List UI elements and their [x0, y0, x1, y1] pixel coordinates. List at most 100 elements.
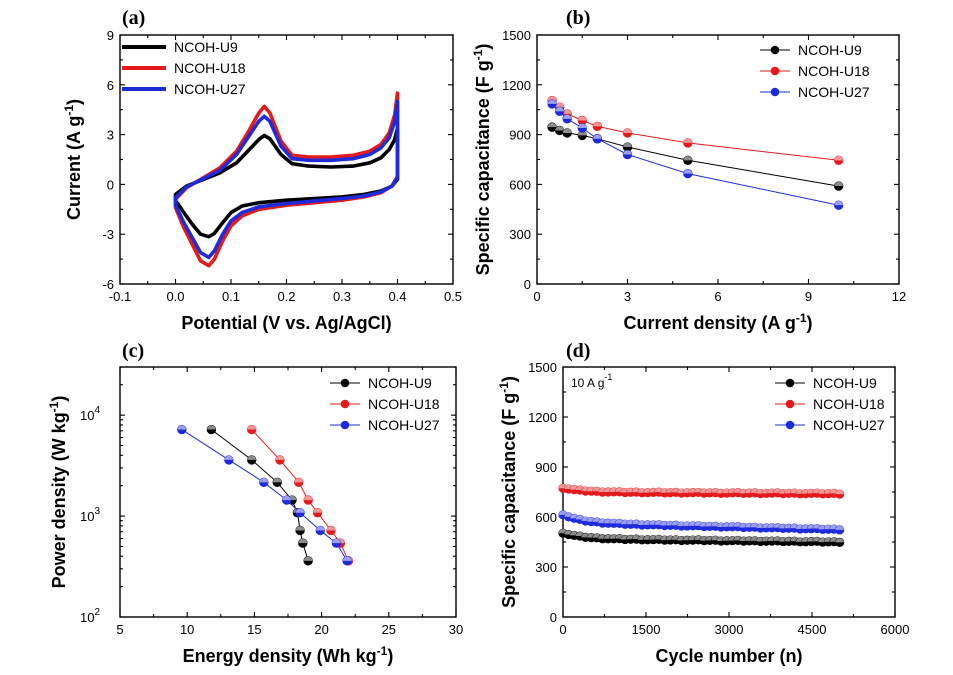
x-tick-label: 0.0	[166, 289, 184, 304]
data-point-highlight	[275, 455, 285, 460]
data-point-highlight	[295, 526, 305, 531]
cv-curve	[173, 99, 400, 260]
data-point-highlight	[332, 538, 341, 544]
data-point-highlight	[294, 478, 304, 483]
legend: NCOH-U9 NCOH-U18 NCOH-U27	[760, 42, 870, 100]
legend-entry: NCOH-U9	[760, 42, 862, 58]
y-axis-label: Specific capacitance (F g-1)	[497, 376, 519, 608]
data-point-highlight	[835, 525, 844, 530]
legend-label: NCOH-U9	[813, 375, 877, 391]
series-NCOH-U27	[558, 510, 845, 535]
legend-entry: NCOH-U18	[122, 60, 246, 76]
x-tick-label: 12	[892, 289, 906, 304]
data-point-highlight	[315, 526, 325, 531]
data-point-highlight	[834, 200, 843, 206]
legend-label: NCOH-U9	[368, 375, 432, 391]
data-point-highlight	[683, 169, 693, 174]
panel-label: (b)	[566, 7, 590, 29]
x-tick-label: 0.5	[444, 289, 462, 304]
x-tick-label: 15	[247, 622, 261, 637]
y-tick-label: 1200	[528, 410, 557, 425]
legend: NCOH-U9 NCOH-U18 NCOH-U27	[122, 39, 246, 97]
legend-label: NCOH-U9	[798, 42, 862, 58]
legend-label: NCOH-U27	[813, 417, 885, 433]
legend-entry: NCOH-U9	[330, 375, 432, 391]
legend-label: NCOH-U27	[368, 417, 440, 433]
x-tick-label: 5	[116, 622, 123, 637]
y-tick-label: 1200	[502, 78, 531, 93]
data-point-highlight	[282, 495, 291, 501]
y-tick-label: 900	[509, 128, 531, 143]
y-tick-label: 600	[535, 510, 557, 525]
data-point-highlight	[834, 156, 843, 161]
data-point-highlight	[555, 126, 564, 131]
data-point-highlight	[562, 109, 572, 114]
data-point-highlight	[562, 128, 572, 133]
data-point-highlight	[623, 150, 632, 155]
legend-entry: NCOH-U9	[122, 39, 238, 55]
data-point-highlight	[342, 556, 352, 561]
data-point-highlight	[298, 538, 308, 544]
data-point-highlight	[272, 478, 282, 483]
legend-label: NCOH-U18	[798, 63, 870, 79]
x-tick-label: 4500	[798, 622, 827, 637]
data-point-highlight	[623, 128, 632, 133]
data-point-highlight	[558, 510, 568, 515]
legend-label: NCOH-U18	[174, 60, 246, 76]
legend-label: NCOH-U18	[368, 396, 440, 412]
y-tick-label: 0	[524, 277, 531, 292]
x-tick-label: 1500	[632, 622, 661, 637]
legend-label: NCOH-U27	[798, 84, 870, 100]
y-tick-label: 3	[107, 128, 114, 143]
data-point-highlight	[303, 495, 313, 501]
data-point-highlight	[555, 107, 564, 112]
y-axis-label: Current (A g-1)	[62, 99, 84, 220]
x-tick-label: -0.1	[109, 289, 131, 304]
legend-label: NCOH-U9	[174, 39, 238, 55]
data-point-highlight	[555, 102, 564, 108]
data-point-highlight	[207, 425, 216, 430]
data-point-highlight	[326, 526, 336, 531]
y-axis-label: Specific capacitance (F g-1)	[471, 44, 493, 276]
annotation: 10 A g-1	[571, 372, 612, 390]
legend-entry: NCOH-U27	[330, 417, 440, 433]
x-axis-label: Energy density (Wh kg-1)	[183, 644, 394, 666]
panel-d: (d) 0 1500 3000 4500 6000 0 300 600 900 1200 1500 Cy…	[497, 340, 909, 666]
y-tick-label: 0	[550, 610, 557, 625]
legend: NCOH-U9 NCOH-U18 NCOH-U27	[330, 375, 440, 433]
x-tick-label: 30	[449, 622, 463, 637]
data-point-highlight	[247, 455, 257, 460]
legend-swatch-marker	[785, 399, 795, 409]
series-NCOH-U27	[547, 99, 844, 210]
data-point-highlight	[834, 181, 843, 187]
y-tick-label: 104	[80, 405, 100, 423]
data-point-highlight	[593, 121, 602, 127]
legend-label: NCOH-U27	[174, 81, 246, 97]
y-tick-label: 103	[80, 506, 100, 524]
legend-entry: NCOH-U9	[775, 375, 877, 391]
legend-entry: NCOH-U18	[760, 63, 870, 79]
series-NCOH-U9	[173, 126, 400, 239]
data-point-highlight	[577, 123, 587, 128]
legend-swatch-marker	[340, 399, 350, 409]
legend-entry: NCOH-U18	[775, 396, 885, 412]
x-tick-label: 0.4	[388, 289, 406, 304]
x-tick-label: 9	[805, 289, 812, 304]
series-NCOH-U9	[206, 424, 313, 566]
panel-b: (b) 0 3 6 9 12 0 300 600 900 1200 1500 Current densi…	[471, 7, 906, 333]
y-tick-label: 1500	[528, 360, 557, 375]
legend: NCOH-U9 NCOH-U18 NCOH-U27	[775, 375, 885, 433]
x-tick-label: 3000	[715, 622, 744, 637]
legend-entry: NCOH-U27	[122, 81, 246, 97]
legend-swatch-marker	[785, 378, 795, 388]
x-tick-label: 0.3	[333, 289, 351, 304]
y-tick-label: 300	[509, 227, 531, 242]
series-NCOH-U18	[558, 483, 845, 499]
y-tick-label: 102	[80, 607, 100, 625]
data-point-highlight	[547, 122, 557, 128]
data-point-highlight	[683, 156, 693, 161]
x-tick-label: 25	[382, 622, 396, 637]
data-point-highlight	[224, 455, 234, 460]
y-axis-label: Power density (W kg-1)	[47, 396, 69, 589]
series-line	[181, 429, 348, 562]
